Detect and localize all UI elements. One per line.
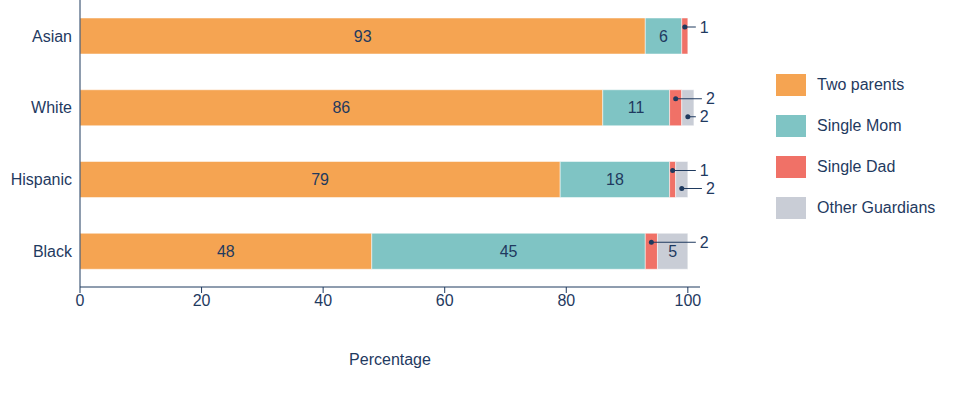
html-text:Two parents: Two parents [817,75,905,93]
svg-text:18: 18 [606,171,624,188]
svg-text:1: 1 [700,19,709,36]
svg-text:48: 48 [217,243,235,260]
svg-text:0: 0 [76,292,85,309]
svg-text:11: 11 [628,99,645,116]
svg-text:Hispanic: Hispanic [11,171,72,188]
svg-text:5: 5 [668,243,677,260]
svg-text:2: 2 [700,234,709,251]
svg-text:45: 45 [500,243,518,260]
svg-text:1: 1 [700,162,709,179]
svg-text:40: 40 [314,292,332,309]
svg-text:100: 100 [674,292,701,309]
svg-text:80: 80 [557,292,575,309]
svg-text:2: 2 [706,90,715,107]
svg-text:60: 60 [436,292,454,309]
html-text:Single Dad: Single Dad [817,157,896,175]
svg-text:2: 2 [700,108,709,125]
html-text:Other Guardians: Other Guardians [817,198,936,216]
svg-text:2: 2 [706,180,715,197]
svg-text:White: White [31,99,72,116]
svg-text:79: 79 [311,171,329,188]
svg-text:Asian: Asian [32,28,72,45]
svg-text:Black: Black [33,243,73,260]
svg-text:Percentage: Percentage [349,351,431,368]
html-text:Single Mom: Single Mom [817,116,902,134]
svg-text:93: 93 [354,28,372,45]
svg-text:86: 86 [332,99,350,116]
svg-text:6: 6 [659,28,668,45]
svg-text:20: 20 [193,292,211,309]
